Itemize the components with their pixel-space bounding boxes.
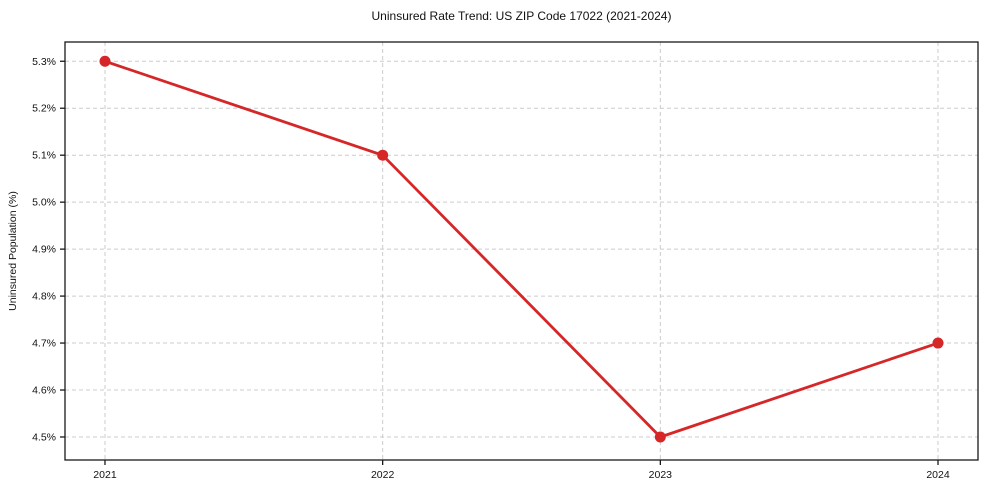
y-tick-label: 5.1% xyxy=(32,150,56,162)
y-tick-label: 5.3% xyxy=(32,56,56,68)
plot-area xyxy=(65,42,978,460)
data-point-2023 xyxy=(654,431,666,443)
x-tick-label: 2023 xyxy=(649,469,673,481)
y-tick-label: 4.8% xyxy=(32,291,56,303)
plot-border xyxy=(64,41,979,461)
chart-title: Uninsured Rate Trend: US ZIP Code 17022 … xyxy=(371,9,672,23)
x-tick-label: 2021 xyxy=(93,469,117,481)
data-point-2021 xyxy=(99,55,111,67)
x-tick-label: 2024 xyxy=(926,469,950,481)
y-tick-label: 5.2% xyxy=(32,103,56,115)
y-tick-label: 4.9% xyxy=(32,244,56,256)
data-point-2024 xyxy=(932,337,944,349)
y-tick-label: 4.5% xyxy=(32,431,56,443)
trend-line xyxy=(103,59,940,439)
y-tick-label: 5.0% xyxy=(32,197,56,209)
y-tick-label: 4.6% xyxy=(32,385,56,397)
data-point-2022 xyxy=(377,149,389,161)
y-tick-label: 4.7% xyxy=(32,338,56,350)
x-tick-label: 2022 xyxy=(371,469,395,481)
